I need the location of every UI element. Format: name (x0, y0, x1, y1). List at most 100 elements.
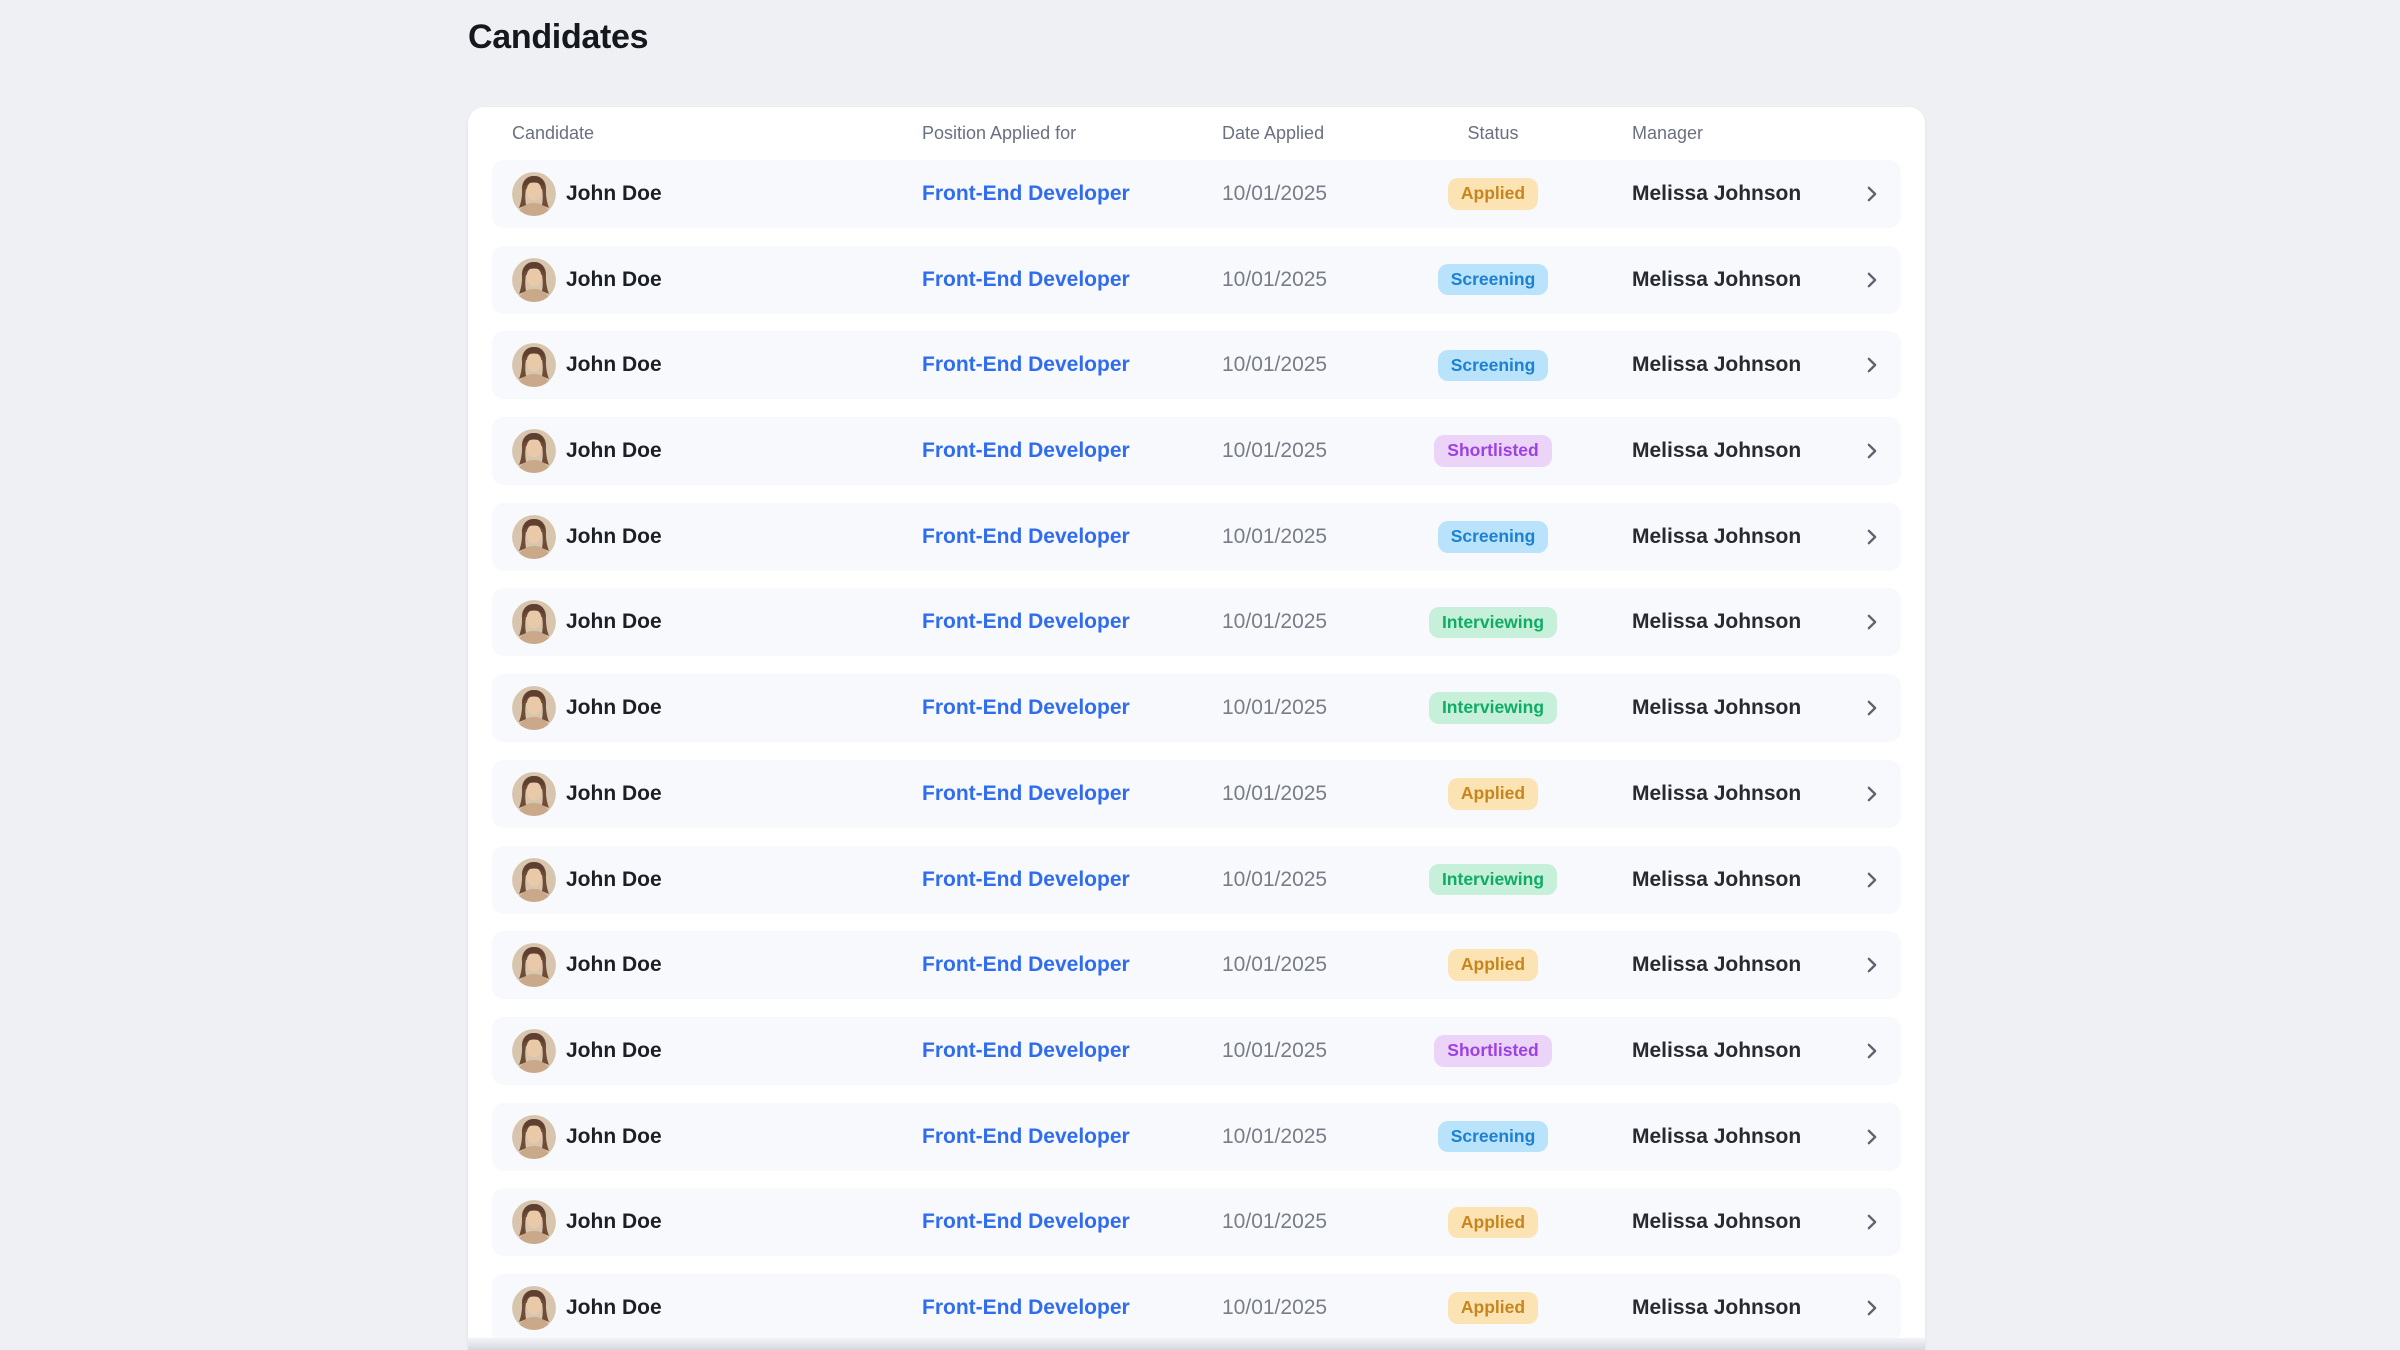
chevron-right-icon[interactable] (1863, 956, 1881, 974)
candidate-avatar (512, 1028, 556, 1073)
page-title: Candidates (468, 18, 649, 56)
table-row[interactable]: John Doe Front-End Developer 10/01/2025 Scr… (492, 331, 1901, 400)
candidate-avatar (512, 343, 556, 388)
table-row[interactable]: John Doe Front-End Developer 10/01/2025 Scr… (492, 502, 1901, 571)
chevron-right-icon[interactable] (1863, 871, 1881, 889)
candidate-name: John Doe (566, 1295, 662, 1319)
table-row[interactable]: John Doe Front-End Developer 10/01/2025 Sho… (492, 1016, 1901, 1085)
candidate-avatar (512, 943, 556, 988)
row-actions-cell (1859, 1128, 1881, 1146)
table-row[interactable]: John Doe Front-End Developer 10/01/2025 Int… (492, 845, 1901, 914)
position-link[interactable]: Front-End Developer (922, 696, 1130, 720)
position-link[interactable]: Front-End Developer (922, 353, 1130, 377)
position-cell: Front-End Developer (922, 1296, 1222, 1320)
chevron-right-icon[interactable] (1863, 1042, 1881, 1060)
chevron-right-icon[interactable] (1863, 785, 1881, 803)
position-cell: Front-End Developer (922, 1125, 1222, 1149)
manager-cell: Melissa Johnson (1563, 353, 1859, 377)
chevron-right-icon[interactable] (1863, 699, 1881, 717)
table-row[interactable]: John Doe Front-End Developer 10/01/2025 Sho… (492, 417, 1901, 486)
position-link[interactable]: Front-End Developer (922, 267, 1130, 291)
position-cell: Front-End Developer (922, 610, 1222, 634)
manager-name: Melissa Johnson (1632, 1038, 1802, 1062)
candidate-avatar (512, 600, 556, 645)
candidate-cell: John Doe (512, 1200, 922, 1245)
position-link[interactable]: Front-End Developer (922, 1210, 1130, 1234)
table-row[interactable]: John Doe Front-End Developer 10/01/2025 Scr… (492, 245, 1901, 314)
status-cell: Interviewing (1423, 606, 1563, 639)
manager-name: Melissa Johnson (1632, 1295, 1802, 1319)
chevron-right-icon[interactable] (1863, 271, 1881, 289)
table-row[interactable]: John Doe Front-End Developer 10/01/2025 App… (492, 1273, 1901, 1342)
column-header-status: Status (1467, 123, 1519, 143)
table-row[interactable]: John Doe Front-End Developer 10/01/2025 App… (492, 931, 1901, 1000)
column-header-date: Date Applied (1222, 123, 1325, 143)
date-applied-cell: 10/01/2025 (1222, 1296, 1423, 1320)
position-link[interactable]: Front-End Developer (922, 867, 1130, 891)
scroll-edge-shadow (468, 1338, 1925, 1350)
status-badge: Applied (1447, 1292, 1539, 1324)
table-row[interactable]: John Doe Front-End Developer 10/01/2025 App… (492, 1188, 1901, 1257)
position-link[interactable]: Front-End Developer (922, 1124, 1130, 1148)
row-actions-cell (1859, 185, 1881, 203)
chevron-right-icon[interactable] (1863, 1213, 1881, 1231)
date-applied-cell: 10/01/2025 (1222, 696, 1423, 720)
chevron-right-icon[interactable] (1863, 1299, 1881, 1317)
manager-cell: Melissa Johnson (1563, 953, 1859, 977)
chevron-right-icon[interactable] (1863, 1128, 1881, 1146)
date-applied-value: 10/01/2025 (1222, 524, 1328, 548)
position-link[interactable]: Front-End Developer (922, 1038, 1130, 1062)
row-actions-cell (1859, 271, 1881, 289)
position-link[interactable]: Front-End Developer (922, 182, 1130, 205)
manager-cell: Melissa Johnson (1563, 268, 1859, 292)
table-header-row: Candidate Position Applied for Date Appl… (492, 107, 1901, 160)
chevron-right-icon[interactable] (1863, 613, 1881, 631)
status-cell: Screening (1423, 521, 1563, 553)
candidate-avatar (512, 1285, 556, 1330)
manager-cell: Melissa Johnson (1563, 1039, 1859, 1063)
position-link[interactable]: Front-End Developer (922, 781, 1130, 805)
manager-name: Melissa Johnson (1632, 610, 1802, 634)
manager-name: Melissa Johnson (1632, 1210, 1802, 1234)
manager-name: Melissa Johnson (1632, 182, 1802, 205)
date-applied-value: 10/01/2025 (1222, 610, 1328, 634)
position-link[interactable]: Front-End Developer (922, 439, 1130, 463)
status-badge: Interviewing (1428, 863, 1558, 896)
manager-name: Melissa Johnson (1632, 696, 1802, 720)
candidate-name: John Doe (566, 182, 662, 205)
position-link[interactable]: Front-End Developer (922, 524, 1130, 548)
candidate-name: John Doe (566, 953, 662, 977)
manager-cell: Melissa Johnson (1563, 696, 1859, 720)
candidate-name: John Doe (566, 439, 662, 463)
table-row[interactable]: John Doe Front-End Developer 10/01/2025 App… (492, 759, 1901, 828)
position-link[interactable]: Front-End Developer (922, 953, 1130, 977)
manager-cell: Melissa Johnson (1563, 1296, 1859, 1320)
chevron-right-icon[interactable] (1863, 185, 1881, 203)
manager-name: Melissa Johnson (1632, 953, 1802, 977)
table-row[interactable]: John Doe Front-End Developer 10/01/2025 Int… (492, 674, 1901, 743)
manager-name: Melissa Johnson (1632, 439, 1802, 463)
position-link[interactable]: Front-End Developer (922, 1295, 1130, 1319)
candidate-avatar (512, 1200, 556, 1245)
status-badge: Applied (1447, 778, 1539, 810)
table-row[interactable]: John Doe Front-End Developer 10/01/2025 Scr… (492, 1102, 1901, 1171)
row-actions-cell (1859, 613, 1881, 631)
chevron-right-icon[interactable] (1863, 442, 1881, 460)
candidate-name: John Doe (566, 267, 662, 291)
status-cell: Screening (1423, 1120, 1563, 1153)
status-badge: Interviewing (1428, 606, 1558, 639)
table-row[interactable]: John Doe Front-End Developer 10/01/2025 App… (492, 160, 1901, 228)
position-cell: Front-End Developer (922, 439, 1222, 463)
position-cell: Front-End Developer (922, 782, 1222, 806)
candidate-avatar (512, 1114, 556, 1159)
date-applied-value: 10/01/2025 (1222, 1210, 1328, 1234)
chevron-right-icon[interactable] (1863, 356, 1881, 374)
manager-cell: Melissa Johnson (1563, 868, 1859, 892)
status-cell: Applied (1423, 949, 1563, 981)
position-link[interactable]: Front-End Developer (922, 610, 1130, 634)
status-badge: Applied (1447, 178, 1539, 210)
chevron-right-icon[interactable] (1863, 528, 1881, 546)
date-applied-cell: 10/01/2025 (1222, 268, 1423, 292)
row-actions-cell (1859, 785, 1881, 803)
table-row[interactable]: John Doe Front-End Developer 10/01/2025 Int… (492, 588, 1901, 657)
